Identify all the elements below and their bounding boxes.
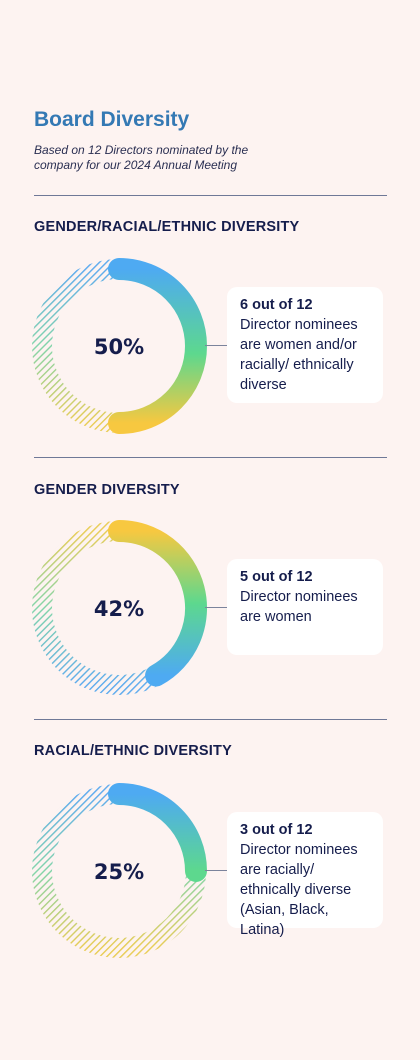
callout-description: Director nominees are women and/or racia… xyxy=(240,317,358,393)
donut-value-arc xyxy=(108,258,207,434)
section-title-racial-ethnic: RACIAL/ETHNIC DIVERSITY xyxy=(34,743,232,759)
donut-chart-gender-racial-ethnic: 50% xyxy=(32,258,207,434)
callout-connector xyxy=(205,345,228,346)
callout-description: Director nominees are racially/ ethnical… xyxy=(240,842,358,938)
donut-remaining-track xyxy=(32,784,206,958)
donut-value-arc xyxy=(108,520,207,687)
donut-remaining-track xyxy=(32,521,161,695)
divider xyxy=(34,195,387,196)
callout-count: 5 out of 12 xyxy=(240,569,313,585)
callout-card: 5 out of 12 Director nominees are women xyxy=(227,559,383,655)
callout-count: 6 out of 12 xyxy=(240,297,313,313)
callout-card: 3 out of 12 Director nominees are racial… xyxy=(227,812,383,938)
callout-count: 3 out of 12 xyxy=(240,822,313,838)
callout-connector xyxy=(205,870,228,871)
divider xyxy=(34,719,387,720)
donut-percent-label: 25% xyxy=(94,860,144,884)
donut-remaining-track xyxy=(32,259,120,433)
donut-chart-gender: 42% xyxy=(32,520,207,695)
section-title-gender: GENDER DIVERSITY xyxy=(34,482,180,498)
page-title: Board Diversity xyxy=(34,108,190,131)
divider xyxy=(34,457,387,458)
donut-value-arc xyxy=(108,783,207,882)
page-subtitle: Based on 12 Directors nominated by the c… xyxy=(34,143,249,172)
callout-description: Director nominees are women xyxy=(240,589,358,625)
donut-chart-racial-ethnic: 25% xyxy=(32,783,207,958)
donut-percent-label: 42% xyxy=(94,597,144,621)
callout-connector xyxy=(205,607,228,608)
section-title-gender-racial-ethnic: GENDER/RACIAL/ETHNIC DIVERSITY xyxy=(34,219,300,235)
callout-card: 6 out of 12 Director nominees are women … xyxy=(227,287,383,403)
donut-percent-label: 50% xyxy=(94,335,144,359)
